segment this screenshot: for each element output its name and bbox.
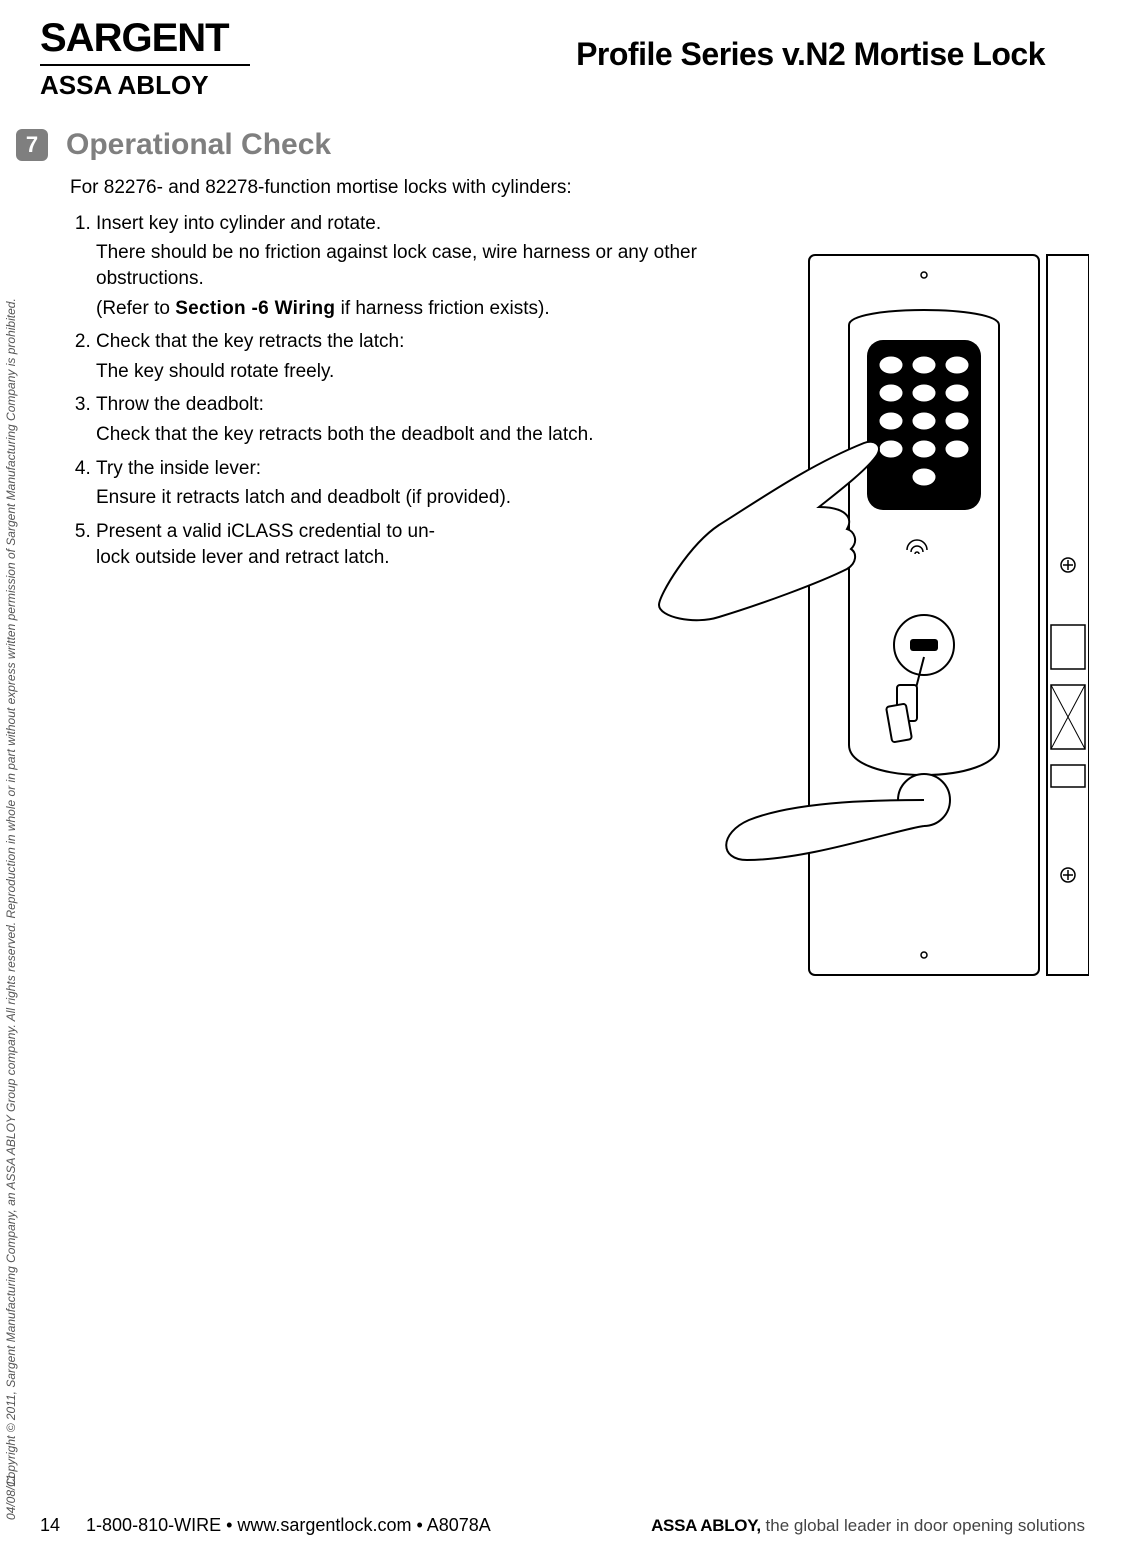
footer-tagline: ASSA ABLOY, the global leader in door op…: [651, 1516, 1085, 1536]
step-2: Check that the key retracts the latch: T…: [96, 329, 710, 384]
step-1-ref-bold: Section -6 Wiring: [175, 298, 335, 319]
step-4-sub1: Ensure it retracts latch and deadbolt (i…: [96, 485, 710, 511]
tagline-rest: the global leader in door opening soluti…: [761, 1516, 1085, 1535]
step-3: Throw the deadbolt: Check that the key r…: [96, 392, 710, 447]
date-vertical: 04/08/11: [4, 1474, 18, 1520]
intro-text: For 82276- and 82278-function mortise lo…: [70, 175, 710, 201]
step-3-text: Throw the deadbolt:: [96, 394, 264, 415]
lock-illustration: [649, 245, 1089, 985]
section-title: Operational Check: [66, 128, 331, 162]
tagline-brand: ASSA ABLOY,: [651, 1516, 761, 1535]
document-title: Profile Series v.N2 Mortise Lock: [576, 36, 1045, 73]
step-4-text: Try the inside lever:: [96, 458, 261, 479]
step-2-sub1: The key should rotate freely.: [96, 359, 710, 385]
step-5-text: Present a valid iCLASS credential to un-…: [96, 519, 456, 570]
footer-contact: 1-800-810-WIRE • www.sargentlock.com • A…: [86, 1515, 491, 1536]
step-1: Insert key into cylinder and rotate. The…: [96, 211, 710, 322]
brand-logo: SARGENT ASSA ABLOY: [40, 18, 250, 101]
step-1-ref-prefix: (Refer to: [96, 298, 175, 319]
section-number-badge: 7: [16, 129, 48, 161]
step-1-ref-suffix: if harness friction exists).: [335, 298, 549, 319]
step-2-text: Check that the key retracts the latch:: [96, 331, 404, 352]
brand-divider: [40, 64, 250, 66]
brand-main-text: SARGENT: [40, 18, 250, 58]
step-5: Present a valid iCLASS credential to un-…: [96, 519, 710, 570]
page-number: 14: [40, 1515, 60, 1536]
step-1-text: Insert key into cylinder and rotate.: [96, 213, 381, 234]
step-4: Try the inside lever: Ensure it retracts…: [96, 456, 710, 511]
copyright-vertical: Copyright © 2011, Sargent Manufacturing …: [4, 787, 18, 1487]
step-1-ref: (Refer to Section -6 Wiring if harness f…: [96, 296, 710, 322]
content-body: For 82276- and 82278-function mortise lo…: [70, 175, 710, 578]
step-1-sub1: There should be no friction against lock…: [96, 240, 710, 291]
step-3-sub1: Check that the key retracts both the dea…: [96, 422, 710, 448]
brand-sub-text: ASSA ABLOY: [40, 70, 250, 101]
